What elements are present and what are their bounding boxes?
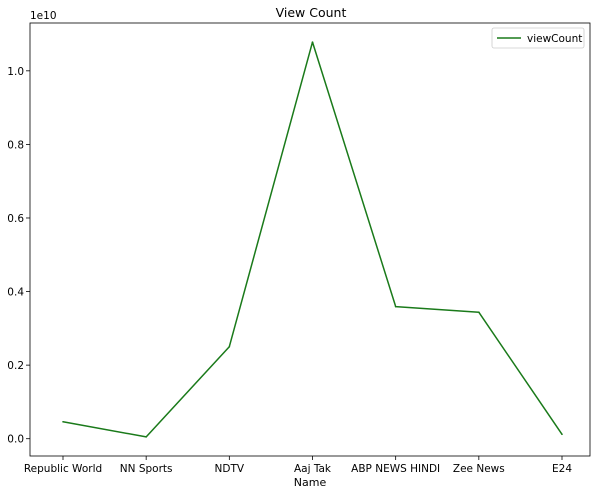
series-layer bbox=[62, 41, 563, 438]
x-tick-label: Zee News bbox=[453, 463, 505, 475]
x-tick-label: Republic World bbox=[24, 463, 102, 475]
y-tick-label: 0.8 bbox=[7, 139, 24, 151]
y-tick-label: 0.2 bbox=[7, 360, 24, 372]
series-line-viewcount bbox=[62, 41, 563, 438]
y-tick-label: 0.4 bbox=[7, 287, 24, 299]
data-point bbox=[561, 433, 563, 436]
data-point bbox=[145, 436, 147, 438]
x-axis-label: Name bbox=[294, 476, 327, 489]
y-tick-label: 1.0 bbox=[7, 66, 24, 78]
data-point bbox=[311, 41, 314, 43]
plot-area-frame bbox=[29, 22, 591, 457]
legend-label-viewcount: viewCount bbox=[527, 33, 582, 45]
y-tick-label: 0.0 bbox=[7, 434, 24, 446]
data-point bbox=[478, 311, 480, 313]
data-point bbox=[394, 305, 397, 308]
y-offset-label: 1e10 bbox=[30, 10, 57, 22]
y-axis: 0.0 0.2 0.4 0.6 0.8 1.0 bbox=[7, 66, 30, 446]
x-axis: Republic World NN Sports NDTV Aaj Tak ABP NE… bbox=[24, 456, 572, 475]
x-tick-label: NN Sports bbox=[120, 463, 173, 475]
x-tick-label: NDTV bbox=[215, 463, 245, 475]
x-tick-label: Aaj Tak bbox=[294, 463, 332, 475]
data-point bbox=[228, 345, 231, 348]
legend: viewCount bbox=[491, 27, 585, 49]
x-tick-label: ABP NEWS HINDI bbox=[351, 463, 440, 475]
x-tick-label: E24 bbox=[552, 463, 572, 475]
data-point bbox=[62, 420, 64, 423]
legend-box bbox=[491, 27, 585, 49]
y-tick-label: 0.6 bbox=[7, 213, 24, 225]
chart-title: View Count bbox=[276, 5, 347, 20]
